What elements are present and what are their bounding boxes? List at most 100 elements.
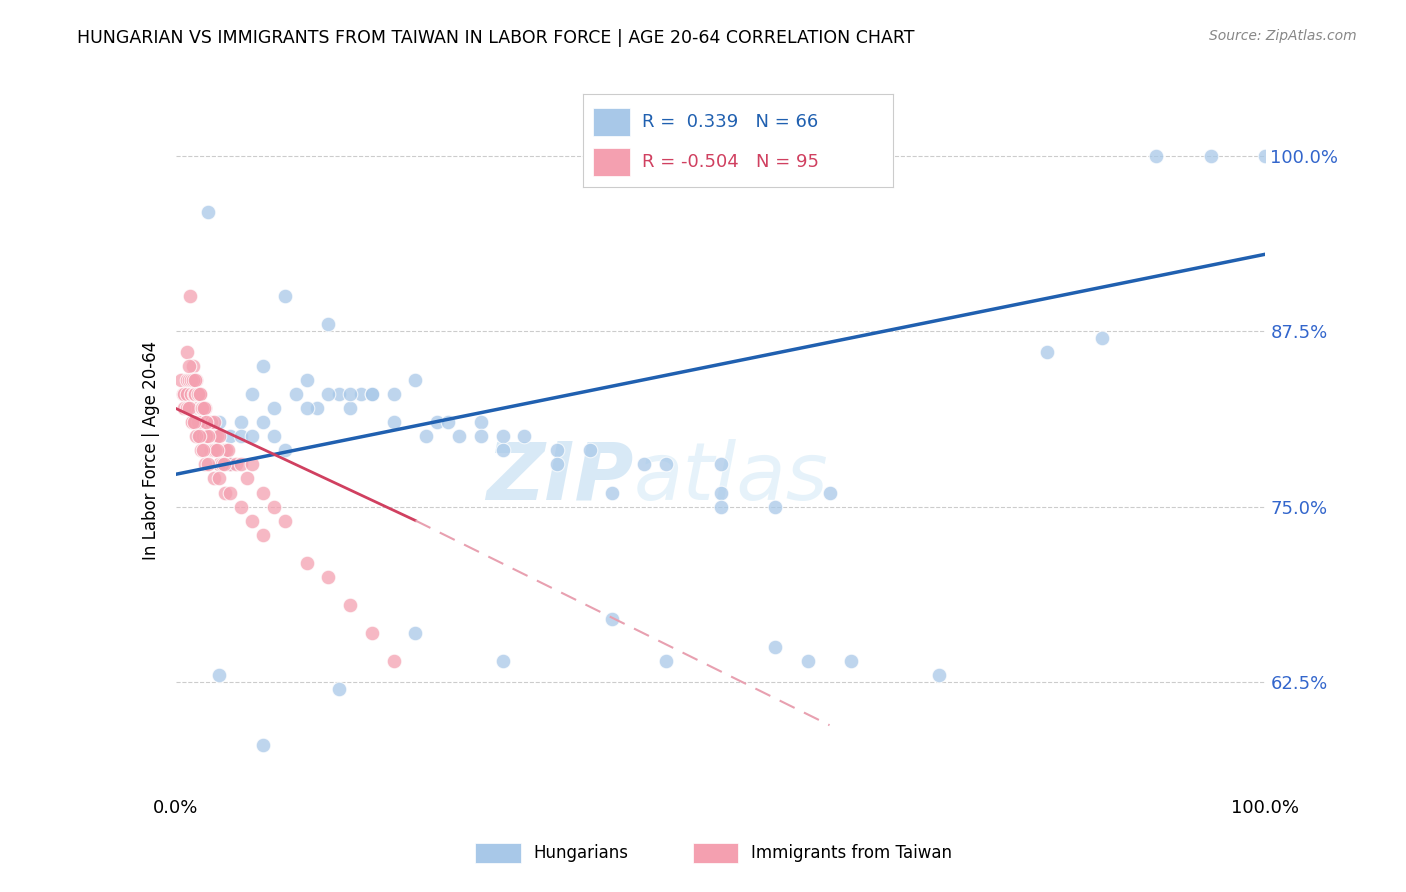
Point [382, 416, 405, 430]
Point [600, 612, 623, 626]
Point [710, 458, 733, 472]
Point [186, 373, 208, 387]
Point [186, 416, 209, 430]
Point [841, 654, 863, 668]
Point [710, 500, 733, 514]
Bar [693, 843, 738, 863]
Point [405, 373, 427, 387]
Point [211, 443, 233, 458]
Point [339, 598, 361, 612]
Point [176, 345, 198, 359]
Point [235, 471, 257, 485]
Point [204, 443, 226, 458]
Point [263, 429, 285, 443]
Point [197, 458, 219, 472]
Point [197, 429, 219, 443]
Point [339, 387, 361, 401]
Point [360, 387, 382, 401]
Point [201, 443, 224, 458]
Point [600, 485, 623, 500]
Point [187, 387, 209, 401]
Point [763, 500, 786, 514]
Point [447, 429, 470, 443]
Point [295, 373, 318, 387]
Point [328, 387, 350, 401]
Point [186, 429, 209, 443]
Point [252, 485, 274, 500]
Point [546, 458, 568, 472]
Point [437, 416, 460, 430]
Point [195, 429, 218, 443]
Point [194, 458, 217, 472]
Point [181, 373, 204, 387]
Point [710, 485, 733, 500]
Point [188, 429, 211, 443]
Point [470, 429, 492, 443]
Point [186, 401, 209, 416]
Point [195, 416, 218, 430]
Point [186, 429, 208, 443]
Point [318, 387, 340, 401]
Point [211, 458, 233, 472]
Point [201, 429, 224, 443]
Text: Source: ZipAtlas.com: Source: ZipAtlas.com [1209, 29, 1357, 44]
Point [382, 387, 405, 401]
Point [181, 359, 204, 374]
Text: Hungarians: Hungarians [533, 844, 628, 862]
Point [274, 289, 297, 303]
Point [219, 429, 242, 443]
Point [405, 625, 427, 640]
Point [1254, 149, 1277, 163]
Bar [475, 843, 520, 863]
Point [184, 416, 207, 430]
Point [818, 485, 841, 500]
Point [796, 654, 818, 668]
Point [274, 514, 297, 528]
Point [208, 429, 231, 443]
Point [252, 416, 274, 430]
Text: atlas: atlas [633, 439, 828, 517]
Point [274, 443, 297, 458]
Point [183, 416, 205, 430]
Point [193, 401, 215, 416]
Point [214, 485, 236, 500]
Point [205, 429, 228, 443]
Point [240, 387, 263, 401]
Point [219, 485, 242, 500]
Point [492, 429, 515, 443]
Point [181, 416, 204, 430]
Point [231, 458, 253, 472]
Point [173, 401, 195, 416]
Point [492, 443, 515, 458]
Point [173, 387, 195, 401]
Point [1144, 149, 1167, 163]
Point [252, 359, 274, 374]
Point [208, 458, 231, 472]
Point [307, 401, 329, 416]
Point [184, 387, 207, 401]
Point [1091, 331, 1114, 345]
Point [191, 416, 214, 430]
Point [513, 429, 536, 443]
Point [191, 401, 214, 416]
Text: Immigrants from Taiwan: Immigrants from Taiwan [751, 844, 952, 862]
Point [492, 654, 515, 668]
Point [188, 387, 211, 401]
Point [240, 514, 263, 528]
Point [188, 416, 211, 430]
Point [184, 373, 207, 387]
Point [187, 429, 209, 443]
Point [176, 373, 198, 387]
Point [202, 416, 225, 430]
Point [193, 401, 215, 416]
Point [231, 500, 253, 514]
Point [231, 416, 253, 430]
Point [350, 387, 373, 401]
Point [263, 500, 285, 514]
Point [191, 443, 214, 458]
Point [205, 443, 228, 458]
Point [360, 387, 382, 401]
Point [176, 401, 198, 416]
Text: HUNGARIAN VS IMMIGRANTS FROM TAIWAN IN LABOR FORCE | AGE 20-64 CORRELATION CHART: HUNGARIAN VS IMMIGRANTS FROM TAIWAN IN L… [77, 29, 915, 47]
Point [225, 458, 247, 472]
